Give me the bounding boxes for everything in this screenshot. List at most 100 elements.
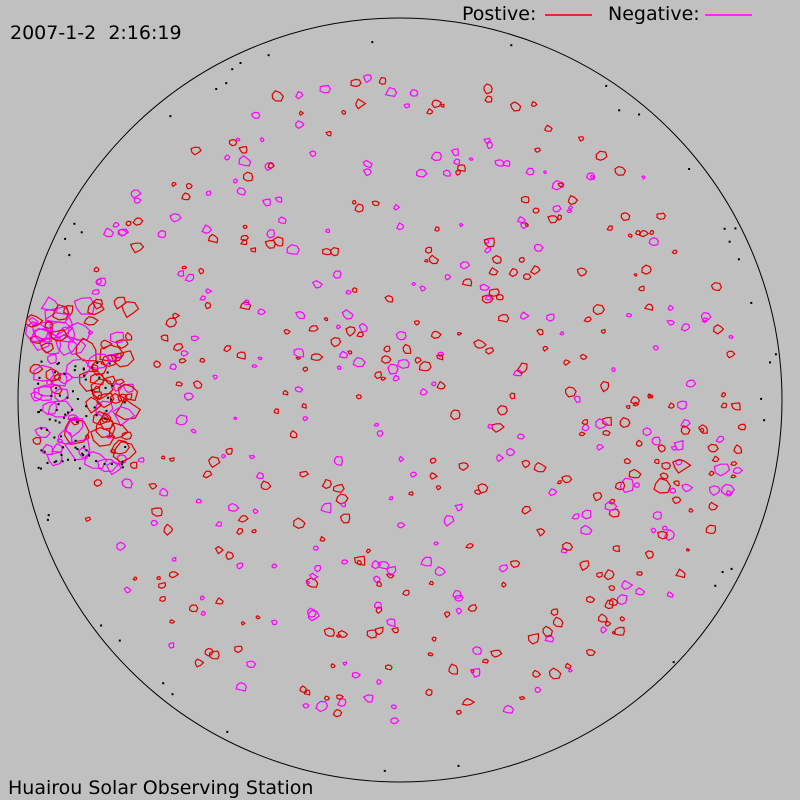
- dot: [45, 429, 48, 431]
- contour: [710, 282, 723, 292]
- contour: [321, 247, 332, 256]
- contour: [199, 595, 206, 601]
- contour: [680, 323, 691, 332]
- dot: [383, 769, 386, 772]
- contour: [175, 381, 184, 387]
- contour: [175, 414, 188, 426]
- contour: [600, 328, 606, 334]
- contour: [312, 545, 320, 551]
- contour: [157, 581, 167, 589]
- contour: [102, 227, 115, 238]
- dot: [90, 389, 93, 392]
- dot: [74, 365, 77, 368]
- contour: [592, 303, 606, 316]
- contour: [542, 625, 554, 637]
- contour: [238, 155, 252, 167]
- contour: [115, 378, 125, 386]
- contour: [235, 682, 247, 692]
- contour: [201, 224, 213, 234]
- contour: [169, 618, 176, 624]
- dot: [66, 396, 69, 399]
- contour: [381, 355, 392, 364]
- contour: [409, 88, 419, 97]
- contour: [673, 439, 684, 451]
- contour: [385, 618, 396, 628]
- contour: [431, 636, 437, 642]
- contour: [240, 234, 250, 242]
- dot: [57, 362, 60, 364]
- contour: [92, 385, 101, 393]
- contour: [100, 339, 114, 350]
- contour: [506, 447, 516, 457]
- contour: [720, 402, 728, 409]
- contour: [509, 101, 522, 112]
- contour: [496, 405, 508, 416]
- dot: [215, 88, 218, 90]
- contour: [728, 334, 734, 340]
- contour: [286, 244, 300, 255]
- dot: [239, 62, 242, 64]
- contour: [194, 658, 205, 668]
- contour: [242, 224, 248, 230]
- contour: [652, 511, 663, 521]
- contour: [129, 461, 138, 470]
- contour: [508, 267, 519, 278]
- contour: [28, 316, 39, 326]
- contour: [90, 426, 116, 447]
- dot: [734, 227, 737, 230]
- contour: [712, 323, 725, 335]
- contour: [148, 483, 158, 490]
- contour: [199, 357, 206, 363]
- contour: [157, 229, 167, 239]
- contour: [453, 158, 461, 165]
- dot: [72, 390, 74, 393]
- solar-limb: [17, 17, 783, 783]
- contour: [373, 422, 380, 427]
- contour: [329, 247, 340, 257]
- dot: [78, 467, 81, 470]
- contour: [336, 324, 342, 330]
- contour: [215, 521, 223, 527]
- contour: [518, 696, 526, 701]
- contour: [172, 343, 184, 352]
- contour: [544, 635, 555, 643]
- dot: [46, 461, 49, 464]
- contour: [205, 190, 212, 197]
- contour: [403, 103, 411, 109]
- contour: [398, 455, 405, 463]
- contour: [54, 388, 69, 403]
- contour: [73, 297, 96, 315]
- contour: [410, 471, 418, 478]
- contour: [657, 530, 669, 540]
- contour: [347, 350, 353, 355]
- dot: [80, 231, 83, 234]
- contour: [305, 580, 311, 585]
- contour: [652, 345, 660, 351]
- contour: [63, 304, 74, 315]
- contour: [619, 477, 634, 493]
- contour: [95, 278, 103, 285]
- dot: [100, 624, 103, 627]
- contour: [502, 704, 515, 714]
- contour: [444, 273, 452, 281]
- contour: [614, 165, 627, 176]
- contour: [208, 456, 221, 469]
- contour: [509, 392, 516, 400]
- contour: [47, 400, 74, 418]
- contour: [248, 454, 256, 460]
- contour: [52, 326, 76, 343]
- contour: [100, 354, 117, 368]
- dot: [40, 449, 43, 452]
- contour: [521, 459, 531, 469]
- contour: [274, 196, 283, 203]
- contour: [532, 669, 542, 678]
- contour: [725, 489, 734, 497]
- contour: [648, 237, 659, 247]
- contour: [114, 397, 141, 421]
- contour: [47, 353, 57, 365]
- contour: [564, 386, 577, 398]
- contour: [545, 313, 555, 322]
- contour: [325, 228, 331, 233]
- contour: [597, 613, 608, 623]
- contour: [267, 162, 275, 169]
